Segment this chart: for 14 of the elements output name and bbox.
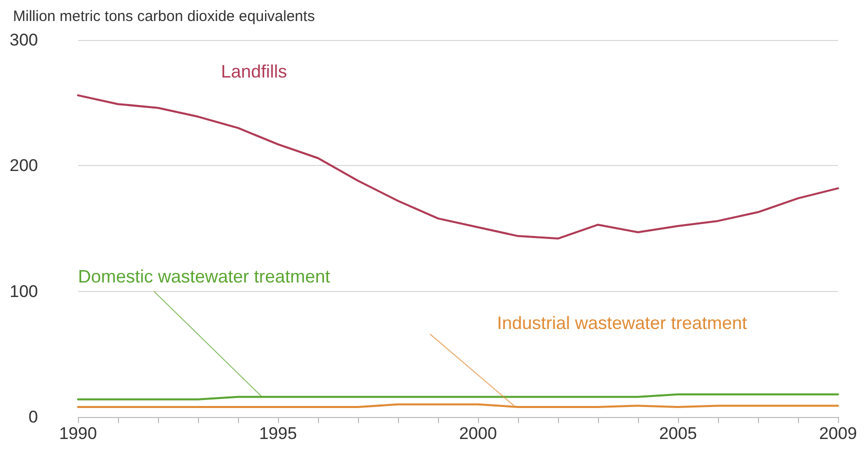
y-tick-label: 300 (10, 30, 38, 50)
y-tick-label: 0 (28, 408, 38, 426)
line-series (77, 94, 839, 240)
x-tick-label: 1995 (259, 424, 297, 443)
x-tick-label: 2009 (819, 424, 857, 443)
x-tick-label: 1990 (59, 424, 97, 443)
x-tick-label: 2005 (659, 424, 697, 443)
y-tick-label: 100 (10, 282, 38, 301)
x-tick-label: 2000 (459, 424, 497, 443)
y-axis-title: Million metric tons carbon dioxide equivalents (13, 8, 315, 25)
text: Landfills (220, 61, 288, 82)
text: Domestic wastewater treatment (78, 266, 330, 286)
y-tick-label: 200 (10, 156, 38, 176)
text: Industrial wastewater treatment (496, 312, 748, 333)
